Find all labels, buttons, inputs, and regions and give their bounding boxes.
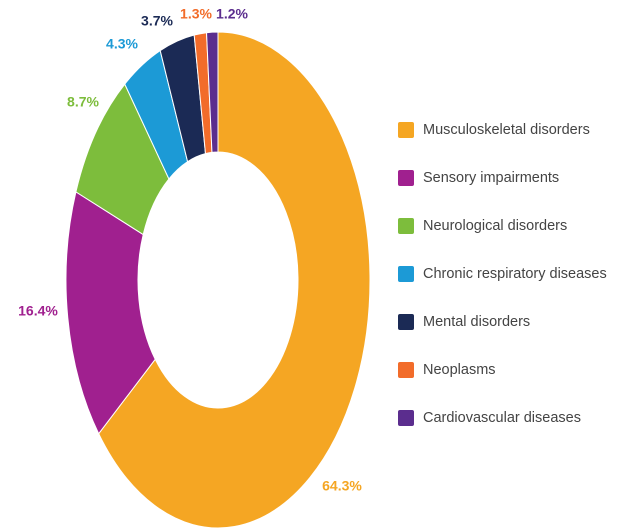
donut-slice bbox=[206, 31, 219, 153]
legend-swatch bbox=[398, 410, 414, 426]
slice-label: 1.2% bbox=[216, 6, 248, 22]
slice-label: 8.7% bbox=[67, 94, 99, 110]
slice-label: 4.3% bbox=[106, 36, 138, 52]
legend-label: Neoplasms bbox=[423, 362, 496, 378]
legend-swatch bbox=[398, 266, 414, 282]
legend-swatch bbox=[398, 218, 414, 234]
legend-swatch bbox=[398, 122, 414, 138]
slice-label: 1.3% bbox=[180, 6, 212, 22]
donut-slice bbox=[98, 31, 371, 529]
slice-label: 16.4% bbox=[18, 303, 58, 319]
legend-label: Chronic respiratory diseases bbox=[423, 266, 607, 282]
legend-label: Cardiovascular diseases bbox=[423, 410, 581, 426]
slice-label: 3.7% bbox=[141, 13, 173, 29]
donut-slice bbox=[65, 191, 156, 435]
legend-swatch bbox=[398, 314, 414, 330]
legend-label: Sensory impairments bbox=[423, 170, 559, 186]
legend-label: Musculoskeletal disorders bbox=[423, 122, 590, 138]
legend-swatch bbox=[398, 170, 414, 186]
legend-label: Neurological disorders bbox=[423, 218, 567, 234]
legend-label: Mental disorders bbox=[423, 314, 530, 330]
legend-swatch bbox=[398, 362, 414, 378]
slice-label: 64.3% bbox=[322, 478, 362, 494]
